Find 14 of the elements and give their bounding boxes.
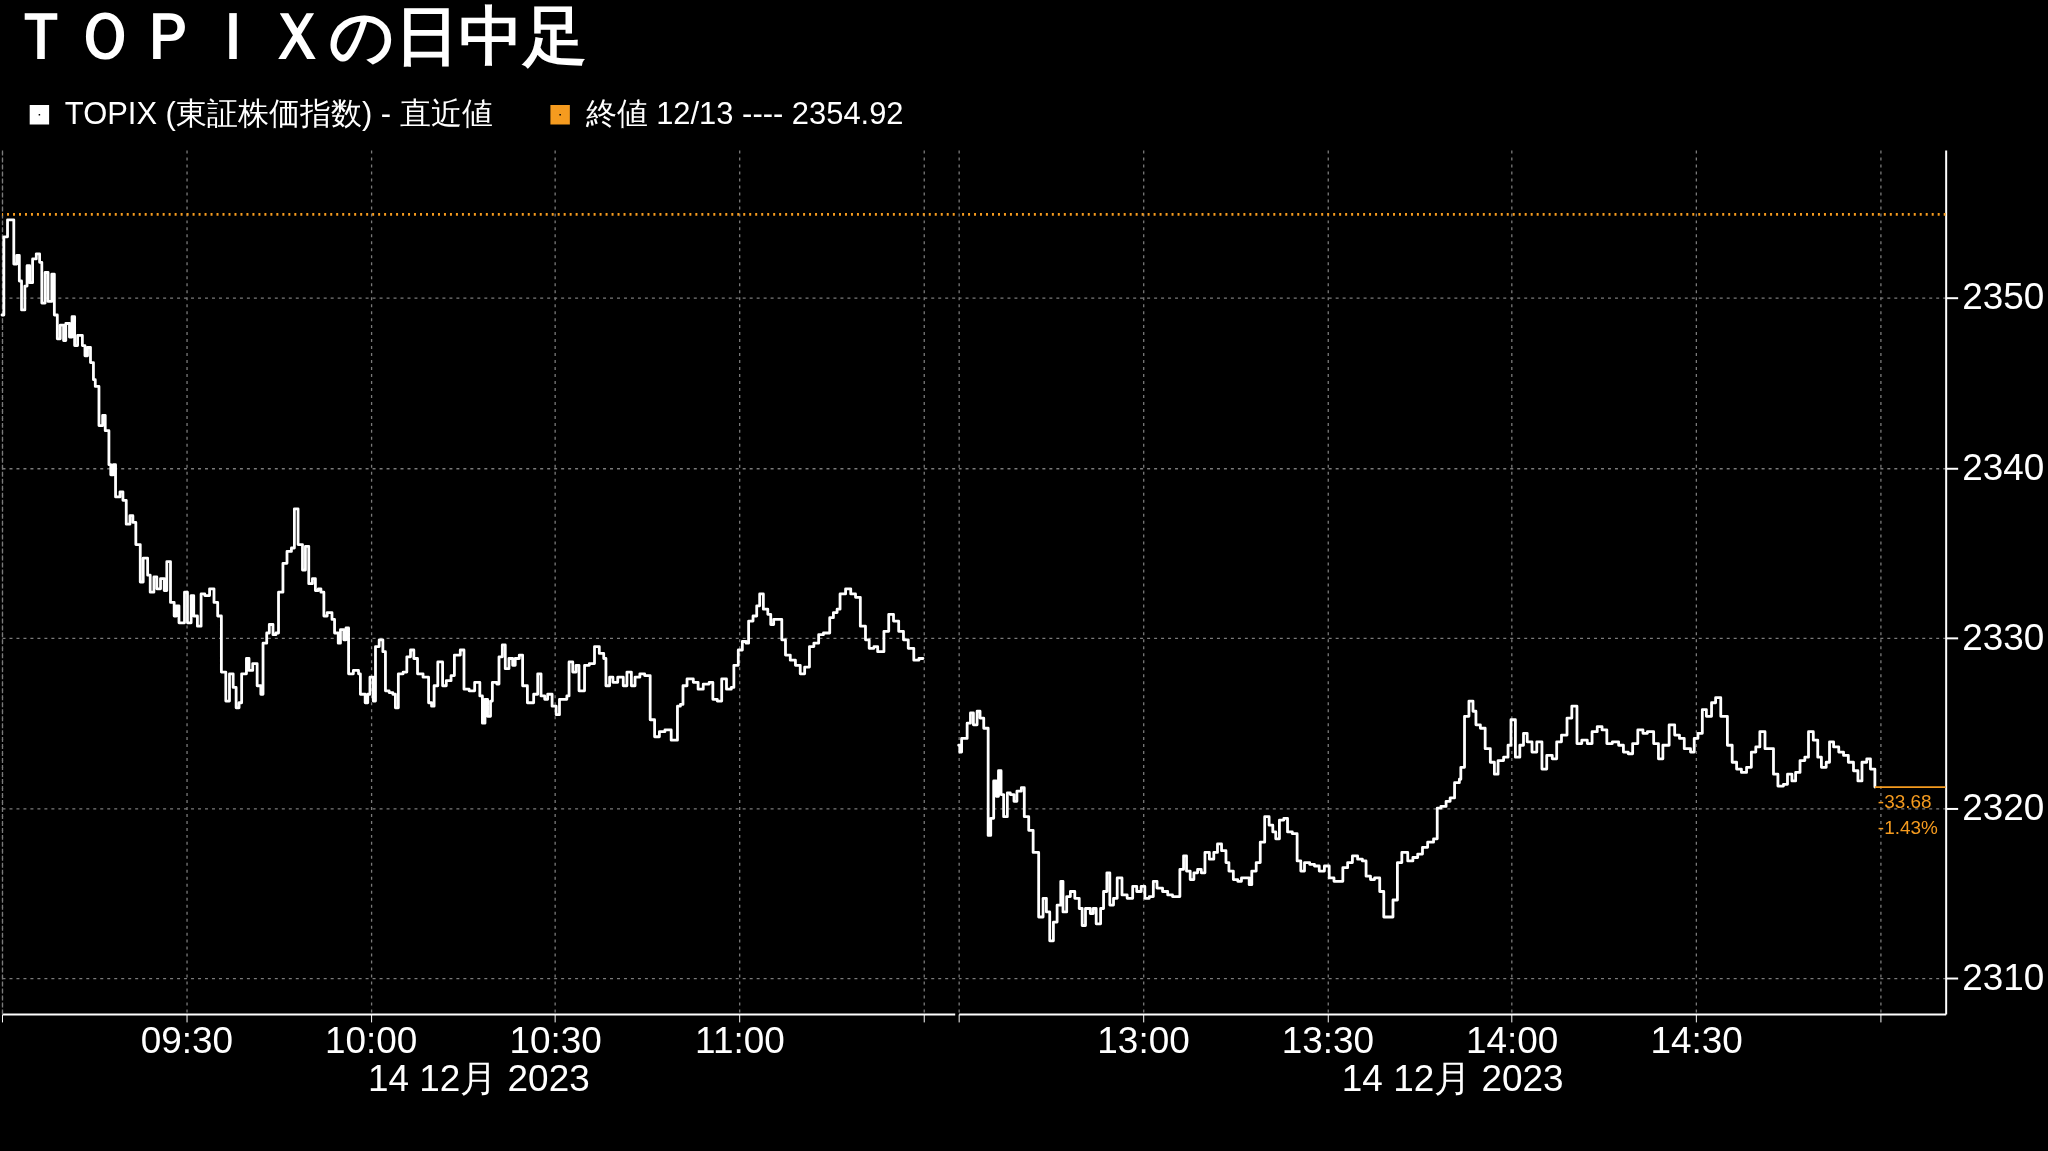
legend-label: TOPIX (東証株価指数) - 直近値 — [64, 95, 493, 131]
y-tick-label: 2330 — [1962, 616, 2045, 658]
chart-title: ＴＯＰＩＸの日中足 — [8, 0, 587, 73]
y-tick-label: 2350 — [1962, 276, 2045, 318]
x-tick-label: 14:30 — [1650, 1020, 1743, 1062]
legend-label: 終値 12/13 ---- 2354.92 — [584, 95, 904, 131]
y-tick-label: 2340 — [1962, 446, 2045, 488]
x-tick-label: 13:00 — [1097, 1020, 1190, 1062]
x-tick-label: 09:30 — [140, 1020, 234, 1062]
annotation: -1.43% — [1877, 816, 1939, 838]
x-tick-label: 11:00 — [695, 1020, 785, 1062]
y-tick-label: 2310 — [1962, 956, 2045, 998]
annotation: -33.68 — [1877, 791, 1932, 813]
y-tick-label: 2320 — [1962, 786, 2045, 828]
